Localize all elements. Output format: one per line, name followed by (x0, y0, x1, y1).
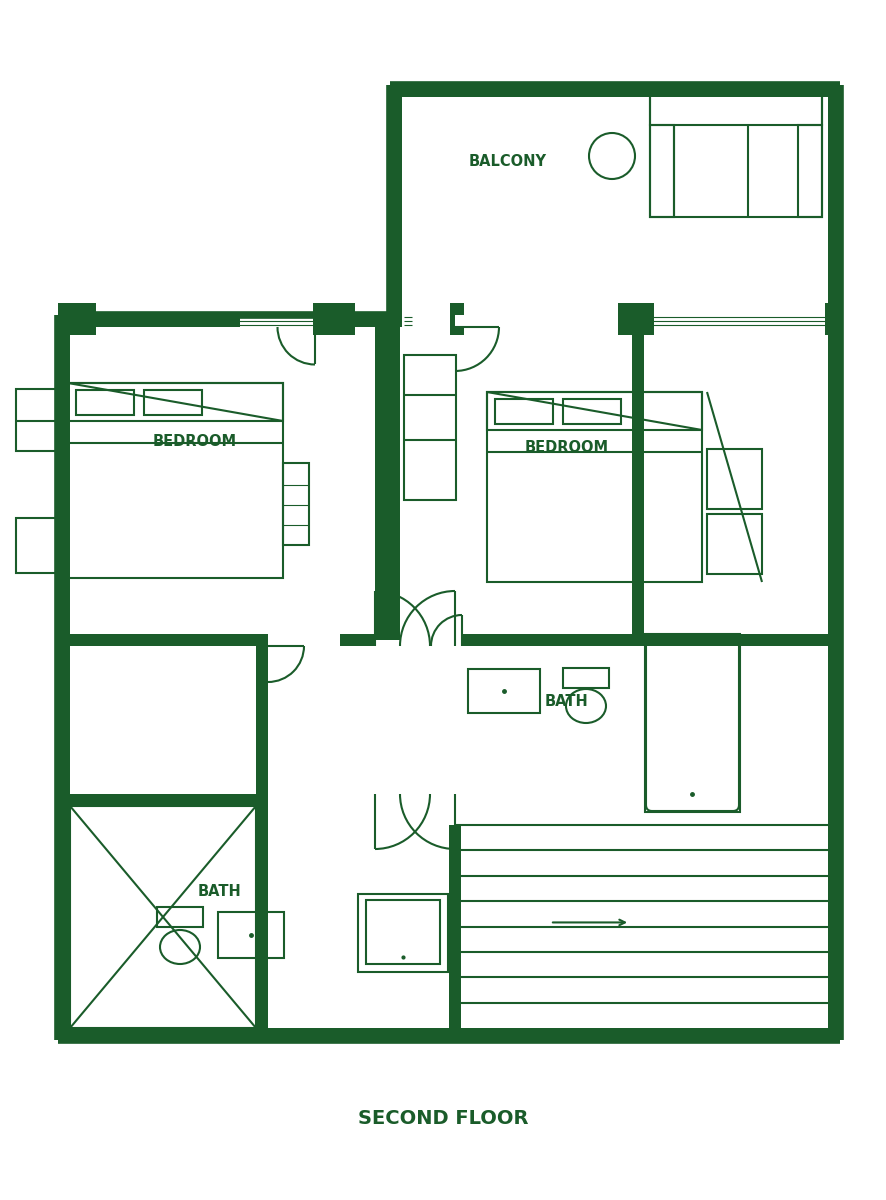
Bar (240, 314, 313, 326)
Bar (706, 449, 761, 509)
Text: BATH: BATH (198, 884, 242, 900)
Bar (400, 634, 839, 646)
Bar (218, 912, 284, 958)
Bar (632, 314, 643, 640)
Bar (563, 668, 609, 688)
Bar (58, 634, 375, 646)
Bar (68, 383, 283, 421)
Bar (313, 302, 354, 335)
Text: BATH: BATH (545, 695, 588, 709)
Bar (400, 634, 462, 646)
Bar (283, 463, 308, 545)
Bar (358, 894, 447, 972)
Bar (449, 302, 463, 335)
Bar (144, 390, 202, 415)
Bar (797, 125, 821, 217)
Bar (644, 634, 739, 812)
Bar (448, 826, 461, 1040)
Bar (58, 1028, 839, 1040)
Bar (58, 314, 390, 326)
Text: BALCONY: BALCONY (469, 155, 547, 169)
Bar (70, 806, 256, 1028)
Bar (486, 392, 701, 430)
Bar (157, 907, 203, 926)
Bar (824, 302, 839, 335)
Bar (58, 794, 261, 806)
Bar (706, 514, 761, 574)
Bar (375, 314, 400, 640)
Bar (494, 398, 552, 424)
Bar (649, 95, 821, 217)
Bar (68, 383, 283, 578)
Bar (827, 85, 839, 1040)
Bar (256, 640, 268, 1040)
Bar (366, 900, 439, 964)
Bar (486, 392, 701, 582)
Text: SECOND FLOOR: SECOND FLOOR (357, 1109, 528, 1128)
Bar (58, 314, 70, 1040)
Bar (455, 314, 512, 326)
Bar (76, 390, 134, 415)
Bar (390, 85, 839, 97)
Bar (563, 398, 620, 424)
Bar (58, 302, 96, 335)
Bar (649, 95, 821, 125)
Text: BEDROOM: BEDROOM (525, 440, 609, 456)
Text: BEDROOM: BEDROOM (152, 434, 237, 450)
Bar (16, 389, 62, 451)
Bar (649, 125, 673, 217)
Bar (468, 670, 540, 713)
Bar (268, 634, 339, 646)
Bar (390, 85, 401, 326)
Bar (618, 302, 653, 335)
Bar (403, 355, 455, 500)
Bar (16, 518, 62, 572)
